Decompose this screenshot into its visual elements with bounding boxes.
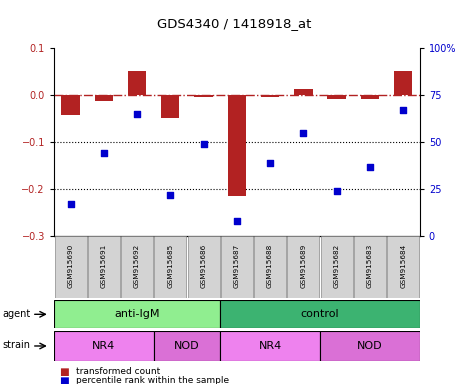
Bar [54, 300, 220, 328]
Point [67, 201, 74, 207]
Bar [327, 95, 346, 99]
Text: GSM915685: GSM915685 [167, 243, 174, 288]
Bar [221, 236, 253, 298]
Bar [320, 331, 420, 361]
Bar [354, 236, 386, 298]
Text: GSM915689: GSM915689 [300, 243, 306, 288]
Bar [387, 236, 419, 298]
Point [300, 129, 307, 136]
Point [133, 111, 141, 117]
Bar [195, 95, 213, 98]
Bar [254, 236, 286, 298]
Bar [261, 95, 279, 97]
Point [366, 164, 374, 170]
Text: GSM915691: GSM915691 [101, 243, 107, 288]
Point [333, 188, 340, 194]
Bar [188, 236, 219, 298]
Text: GSM915682: GSM915682 [333, 243, 340, 288]
Bar [128, 71, 146, 95]
Bar [121, 236, 153, 298]
Bar [95, 95, 113, 101]
Text: GSM915692: GSM915692 [134, 243, 140, 288]
Point [166, 192, 174, 198]
Text: NR4: NR4 [92, 341, 115, 351]
Text: agent: agent [2, 308, 30, 319]
Bar [61, 95, 80, 115]
Text: transformed count: transformed count [76, 367, 161, 376]
Bar [394, 71, 412, 95]
Point [266, 160, 274, 166]
Text: ■: ■ [59, 376, 68, 384]
Point [400, 107, 407, 113]
Bar [88, 236, 120, 298]
Bar [321, 236, 353, 298]
Text: GSM915684: GSM915684 [400, 243, 406, 288]
Bar [227, 95, 246, 196]
Text: strain: strain [2, 340, 30, 350]
Text: GDS4340 / 1418918_at: GDS4340 / 1418918_at [157, 17, 312, 30]
Point [100, 150, 107, 156]
Bar [154, 331, 220, 361]
Text: GSM915686: GSM915686 [201, 243, 206, 288]
Text: ■: ■ [59, 367, 68, 377]
Bar [220, 300, 420, 328]
Text: GSM915688: GSM915688 [267, 243, 273, 288]
Text: anti-IgM: anti-IgM [114, 309, 160, 319]
Text: control: control [301, 309, 339, 319]
Text: NOD: NOD [174, 341, 200, 351]
Text: NOD: NOD [357, 341, 383, 351]
Text: NR4: NR4 [258, 341, 282, 351]
Bar [161, 95, 180, 118]
Bar [287, 236, 319, 298]
Text: GSM915690: GSM915690 [68, 243, 74, 288]
Bar [294, 89, 312, 95]
Bar [361, 95, 379, 99]
Bar [154, 236, 186, 298]
Text: percentile rank within the sample: percentile rank within the sample [76, 376, 229, 384]
Bar [54, 331, 154, 361]
Text: GSM915683: GSM915683 [367, 243, 373, 288]
Text: GSM915687: GSM915687 [234, 243, 240, 288]
Point [233, 218, 241, 224]
Bar [220, 331, 320, 361]
Point [200, 141, 207, 147]
Bar [54, 236, 86, 298]
